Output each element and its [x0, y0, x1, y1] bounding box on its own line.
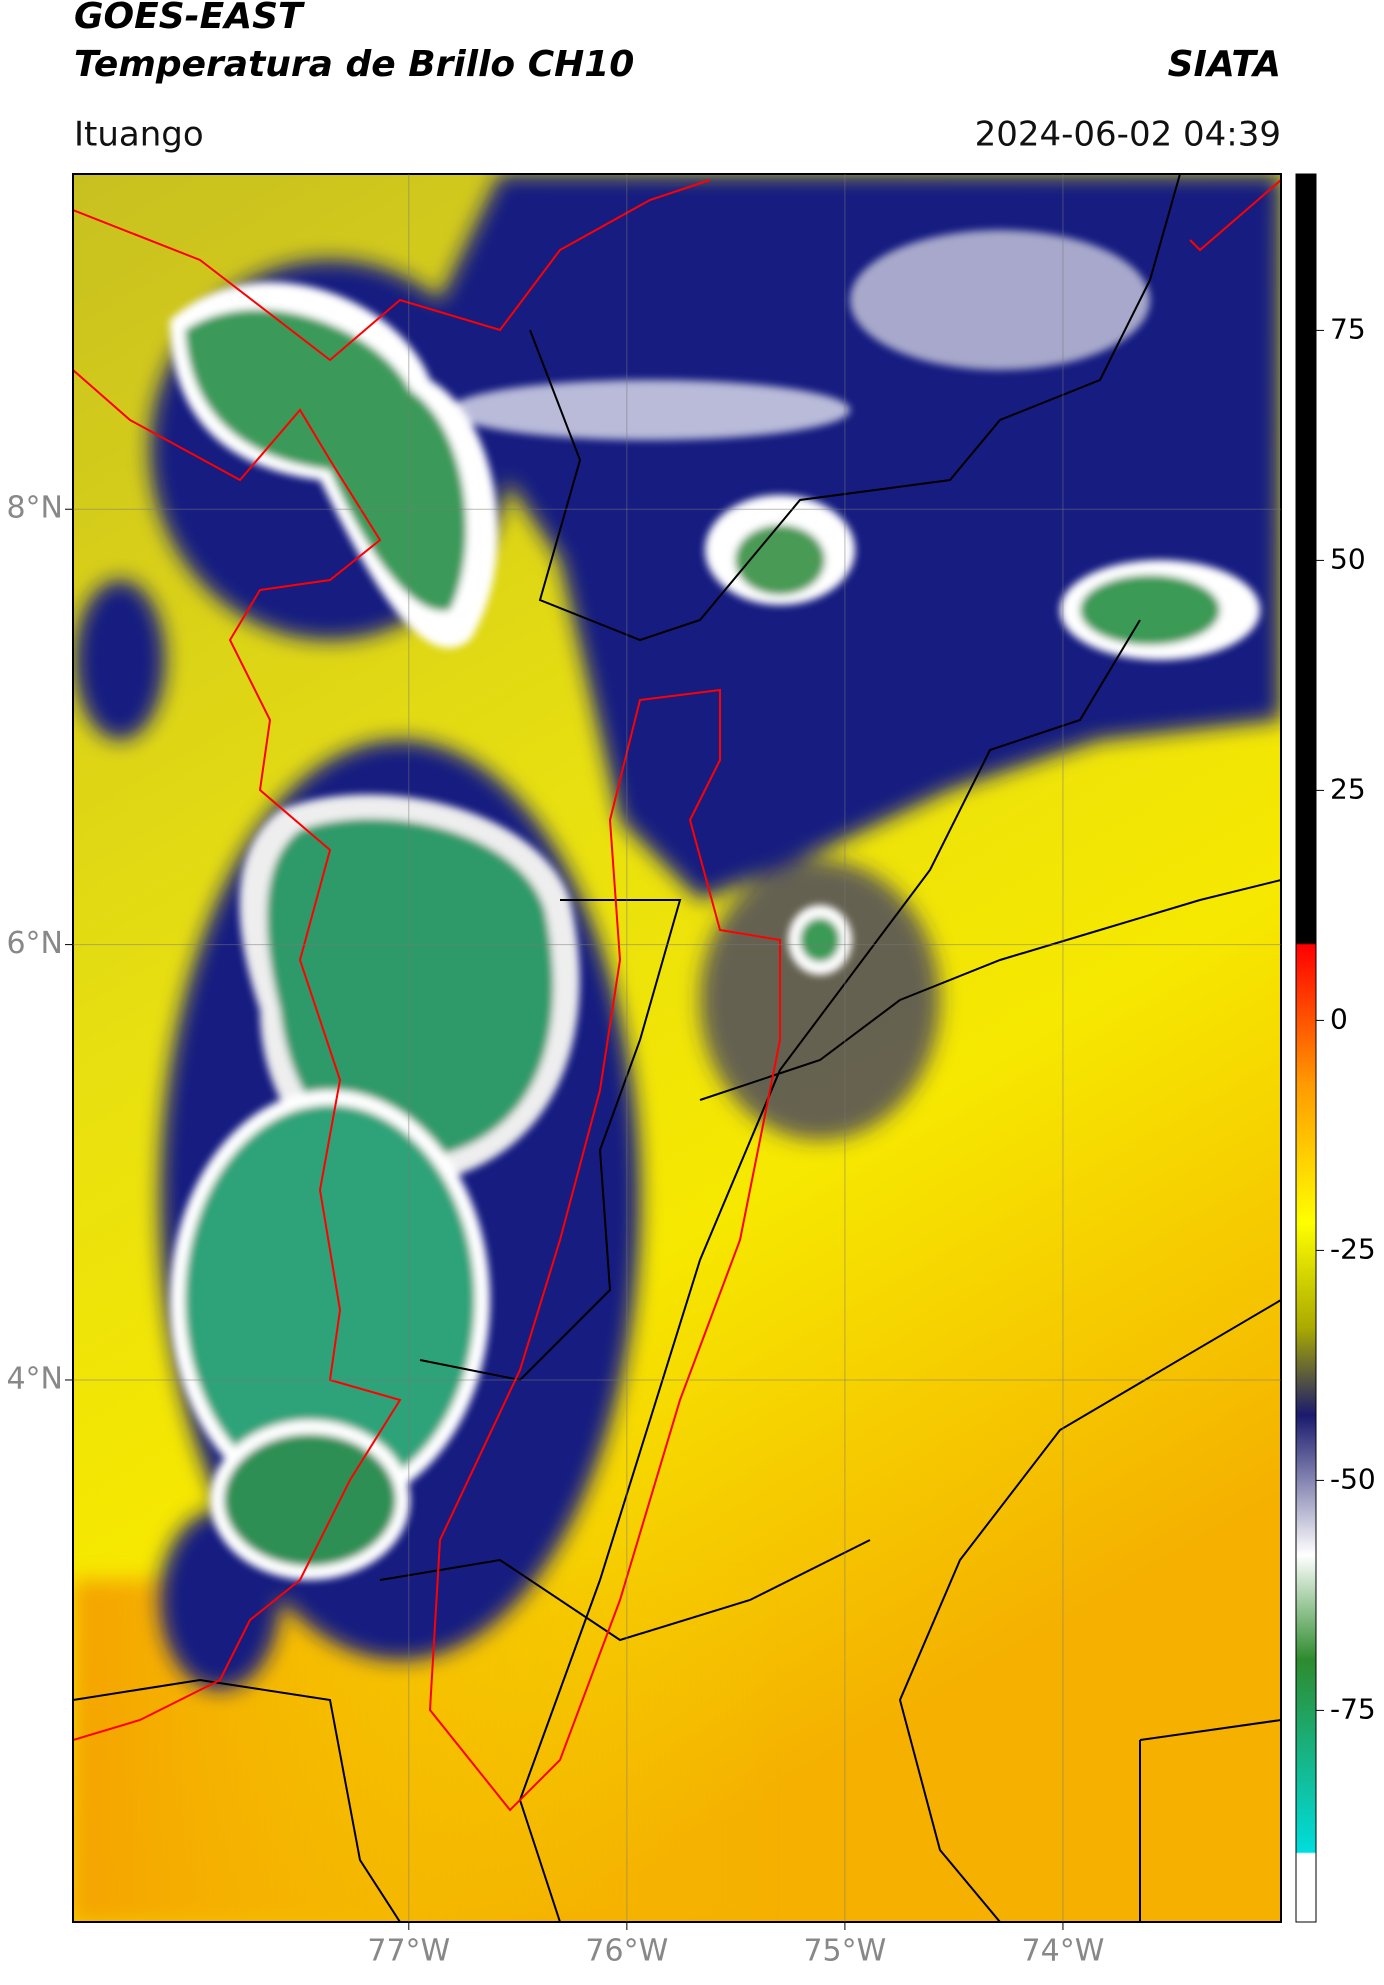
colorbar-tick-label: 75: [1330, 312, 1366, 345]
colorbar: [1295, 173, 1317, 1923]
x-tick-label: 74°W: [1022, 1934, 1105, 1969]
x-tick-label: 76°W: [585, 1934, 668, 1969]
colorbar-tick-label: 0: [1330, 1002, 1348, 1035]
y-tick-label: 4°N: [6, 1361, 63, 1396]
colorbar-tick-label: 25: [1330, 772, 1366, 805]
subtitle: Temperatura de Brillo CH10: [74, 44, 634, 85]
satellite-image: [73, 174, 1281, 1922]
colorbar-tick-label: -50: [1330, 1462, 1376, 1495]
colorbar-tick-label: -75: [1330, 1692, 1376, 1725]
y-tick-label: 8°N: [6, 491, 63, 526]
title: GOES-EAST: [74, 0, 305, 37]
location: Ituango: [74, 115, 204, 155]
colorbar-tick-label: 50: [1330, 542, 1366, 575]
y-tick-label: 6°N: [6, 926, 63, 961]
x-tick-label: 75°W: [803, 1934, 886, 1969]
colorbar-tick-label: -25: [1330, 1232, 1376, 1265]
brand: SIATA: [1168, 44, 1281, 85]
map-frame: [72, 173, 1282, 1923]
datetime: 2024-06-02 04:39: [975, 115, 1281, 155]
x-tick-label: 77°W: [367, 1934, 450, 1969]
